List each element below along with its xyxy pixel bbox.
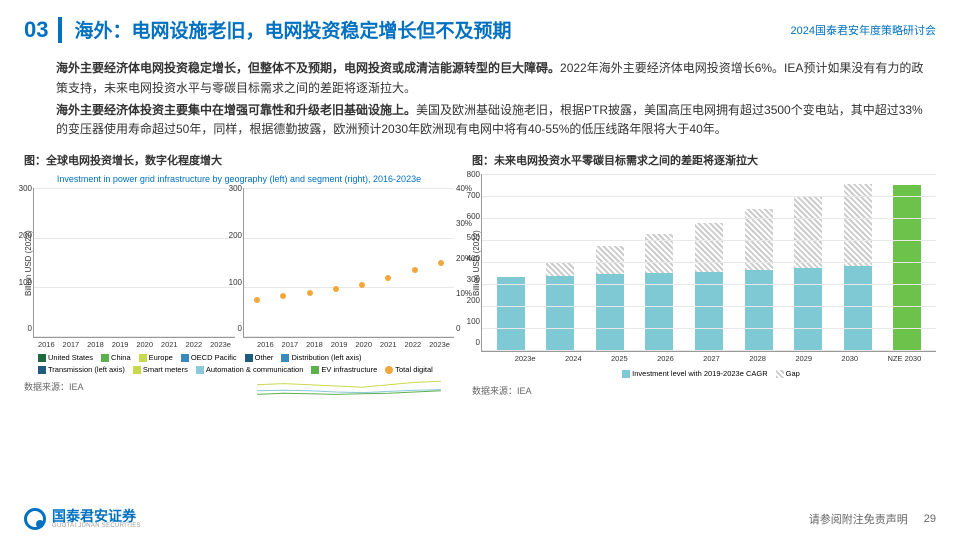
- para2-bold: 海外主要经济体投资主要集中在增强可靠性和升级老旧基础设施上。: [56, 103, 416, 117]
- footer: 国泰君安证券 GUOTAI JUNAN SECURITIES 请参阅附注免责声明…: [24, 508, 936, 530]
- chart-left-subtitle: Investment in power grid infrastructure …: [24, 174, 454, 184]
- page-number: 29: [924, 513, 936, 525]
- chart-right: 图：未来电网投资水平零碳目标需求之间的差距将逐渐拉大 Billion USD (…: [472, 152, 936, 397]
- geo-plot: 3002001000: [33, 188, 235, 338]
- brand-logo: 国泰君安证券 GUOTAI JUNAN SECURITIES: [24, 508, 141, 530]
- slide-header: 03 海外：电网设施老旧，电网投资稳定增长但不及预期 2024国泰君安年度策略研…: [0, 0, 960, 53]
- chart-left: 图：全球电网投资增长，数字化程度增大 Investment in power g…: [24, 152, 454, 397]
- right-plot: 8007006005004003002001000: [481, 174, 936, 352]
- chart-left-title: 图：全球电网投资增长，数字化程度增大: [24, 152, 454, 168]
- brand-name: 国泰君安证券: [52, 509, 141, 523]
- para1-bold: 海外主要经济体电网投资稳定增长，但整体不及预期，电网投资或成清洁能源转型的巨大障…: [56, 61, 560, 75]
- title-bar: [58, 17, 62, 43]
- chart-right-source: 数据来源：IEA: [472, 384, 936, 397]
- logo-icon: [24, 508, 46, 530]
- seg-plot: 3002001000 40%30%20%10%0: [243, 188, 454, 338]
- conference-label: 2024国泰君安年度策略研讨会: [791, 22, 936, 38]
- body-text: 海外主要经济体电网投资稳定增长，但整体不及预期，电网投资或成清洁能源转型的巨大障…: [0, 53, 960, 152]
- brand-name-en: GUOTAI JUNAN SECURITIES: [52, 523, 141, 529]
- chart-right-title: 图：未来电网投资水平零碳目标需求之间的差距将逐渐拉大: [472, 152, 936, 168]
- disclaimer: 请参阅附注免责声明: [809, 511, 908, 527]
- section-number: 03: [24, 17, 48, 43]
- slide-title: 海外：电网设施老旧，电网投资稳定增长但不及预期: [74, 16, 790, 43]
